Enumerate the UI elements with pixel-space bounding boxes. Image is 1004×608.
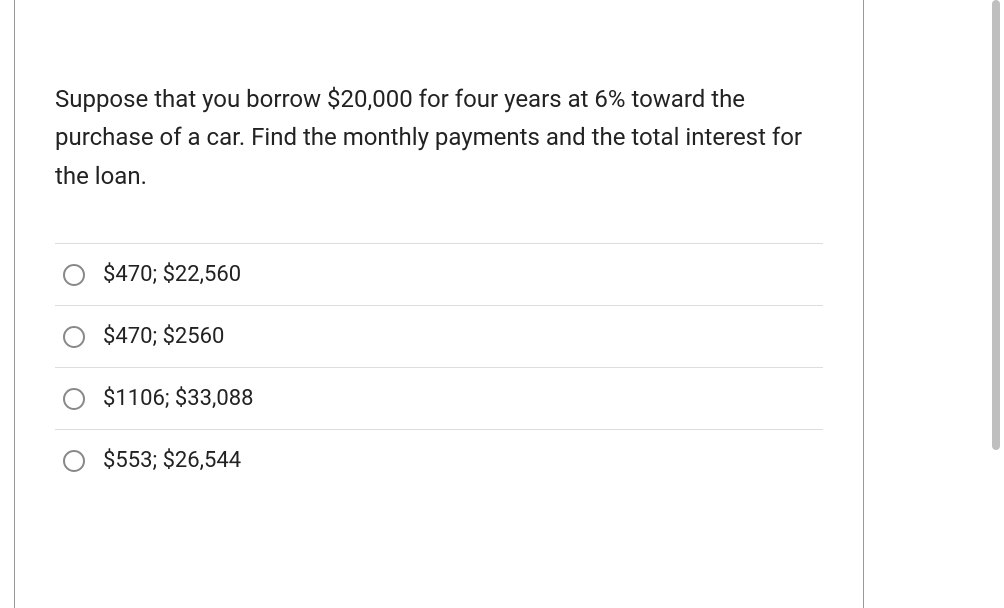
scrollbar-track[interactable] xyxy=(990,0,1000,608)
radio-icon[interactable] xyxy=(63,388,85,410)
scrollbar-thumb[interactable] xyxy=(992,0,1000,450)
option-label: $470; $2560 xyxy=(103,324,224,349)
question-text: Suppose that you borrow $20,000 for four… xyxy=(55,80,823,195)
option-row-2[interactable]: $1106; $33,088 xyxy=(55,367,823,429)
question-container: Suppose that you borrow $20,000 for four… xyxy=(14,0,864,608)
option-label: $1106; $33,088 xyxy=(103,386,253,411)
option-row-1[interactable]: $470; $2560 xyxy=(55,305,823,367)
option-row-0[interactable]: $470; $22,560 xyxy=(55,243,823,305)
option-label: $470; $22,560 xyxy=(103,262,241,287)
option-row-3[interactable]: $553; $26,544 xyxy=(55,429,823,491)
radio-icon[interactable] xyxy=(63,450,85,472)
radio-icon[interactable] xyxy=(63,264,85,286)
option-label: $553; $26,544 xyxy=(103,448,241,473)
radio-icon[interactable] xyxy=(63,326,85,348)
